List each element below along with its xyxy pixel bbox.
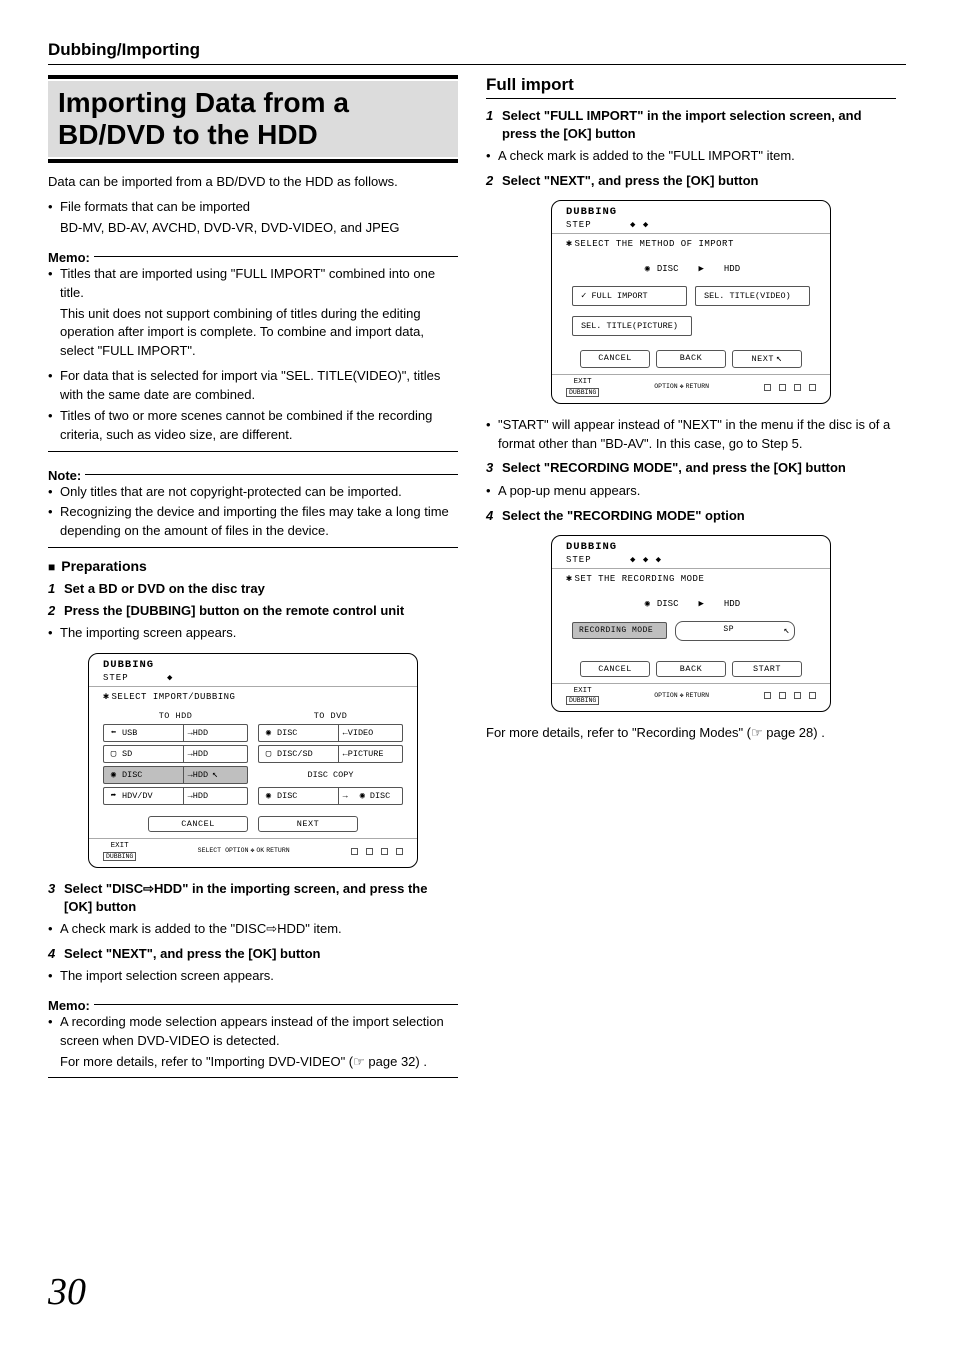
memo2-item: •A recording mode selection appears inst… [48, 1013, 458, 1051]
panel2-full-import[interactable]: ✓ FULL IMPORT [572, 286, 687, 306]
panel2-next-button[interactable]: NEXT↖ [732, 350, 802, 368]
step-3-note: •A check mark is added to the "DISC⇨HDD"… [48, 920, 458, 939]
panel3-back-button[interactable]: BACK [656, 661, 726, 677]
note-close-rule [48, 547, 458, 548]
step-1: 1Set a BD or DVD on the disc tray [48, 580, 458, 598]
panel3-footer: EXIT DUBBING OPTION ✥ RETURN [552, 683, 830, 711]
panel2-back-button[interactable]: BACK [656, 350, 726, 368]
step-2: 2Press the [DUBBING] button on the remot… [48, 602, 458, 620]
step-3: 3Select "DISC⇨HDD" in the importing scre… [48, 880, 458, 916]
panel2-sel-picture[interactable]: SEL. TITLE(PICTURE) [572, 316, 692, 336]
panel1-row-sd[interactable]: ▢SD →HDD [103, 745, 248, 763]
memo2-close-rule [48, 1077, 458, 1078]
r-step-3-note: •A pop-up menu appears. [486, 482, 896, 501]
heading-bar: Importing Data from a BD/DVD to the HDD [48, 75, 458, 163]
panel3-mode-value[interactable]: SP↖ [675, 621, 795, 641]
panel2-step: STEP ◆ ◆ [552, 219, 830, 234]
page-number: 30 [48, 1270, 86, 1314]
panel1-next-button[interactable]: NEXT [258, 816, 358, 832]
panel3-start-button[interactable]: START [732, 661, 802, 677]
main-heading: Importing Data from a BD/DVD to the HDD [48, 81, 458, 157]
memo-close-rule [48, 451, 458, 452]
memo2-item-b: For more details, refer to "Importing DV… [48, 1053, 458, 1072]
panel2-title: DUBBING [552, 201, 830, 219]
panel1-left-head: TO HDD [103, 711, 248, 721]
memo-item-1a: •Titles that are imported using "FULL IM… [48, 265, 458, 303]
panel1-cancel-button[interactable]: CANCEL [148, 816, 248, 832]
panel2-flow: ◉DISC ▶ HDD [566, 264, 816, 274]
r-step-1-note: •A check mark is added to the "FULL IMPO… [486, 147, 896, 166]
memo-item-3: •Titles of two or more scenes cannot be … [48, 407, 458, 445]
r-step-1: 1Select "FULL IMPORT" in the import sele… [486, 107, 896, 143]
section-title: Dubbing/Importing [48, 40, 906, 65]
step-4: 4Select "NEXT", and press the [OK] butto… [48, 945, 458, 963]
panel1-footer: EXIT DUBBING SELECT OPTION ✥ OK RETURN [89, 838, 417, 866]
file-formats-label: •File formats that can be imported [48, 198, 458, 217]
panel2-select-label: ✱SELECT THE METHOD OF IMPORT [552, 234, 830, 254]
panel1-row-disc[interactable]: ◉DISC →HDD↖ [103, 766, 248, 784]
panel3-title: DUBBING [552, 536, 830, 554]
note-item-1: •Only titles that are not copyright-prot… [48, 483, 458, 502]
panel1-row-hdv[interactable]: ➦HDV/DV →HDD [103, 787, 248, 805]
panel2-cancel-button[interactable]: CANCEL [580, 350, 650, 368]
right-column: Full import 1Select "FULL IMPORT" in the… [486, 75, 896, 1088]
import-dubbing-panel: DUBBING STEP ◆ ✱SELECT IMPORT/DUBBING TO… [88, 653, 418, 867]
dpad-icon: ✥ [250, 848, 254, 855]
cursor-icon: ↖ [776, 354, 783, 365]
dpad-icon: ✥ [680, 693, 684, 700]
file-formats: BD-MV, BD-AV, AVCHD, DVD-VR, DVD-VIDEO, … [48, 219, 458, 238]
panel1-select-label: ✱SELECT IMPORT/DUBBING [89, 687, 417, 707]
panel1-row-discsd-pic[interactable]: ▢DISC/SD ←PICTURE [258, 745, 403, 763]
panel1-row-disc-copy: DISC COPY [258, 766, 403, 784]
r-step-2: 2Select "NEXT", and press the [OK] butto… [486, 172, 896, 190]
under-panel2: •"START" will appear instead of "NEXT" i… [486, 416, 896, 454]
panel2-sel-video[interactable]: SEL. TITLE(VIDEO) [695, 286, 810, 306]
panel3-flow: ◉DISC ▶ HDD [566, 599, 816, 609]
panel3-cancel-button[interactable]: CANCEL [580, 661, 650, 677]
memo-item-1b: This unit does not support combining of … [48, 305, 458, 362]
note-item-2: •Recognizing the device and importing th… [48, 503, 458, 541]
left-column: Importing Data from a BD/DVD to the HDD … [48, 75, 458, 1088]
panel1-row-disc-video[interactable]: ◉DISC ←VIDEO [258, 724, 403, 742]
preparations-heading: ■Preparations [48, 558, 458, 574]
memo-header: Memo: [48, 244, 458, 265]
panel3-step: STEP ◆ ◆ ◆ [552, 554, 830, 569]
recording-mode-panel: DUBBING STEP ◆ ◆ ◆ ✱SET THE RECORDING MO… [551, 535, 831, 712]
memo-item-2: •For data that is selected for import vi… [48, 367, 458, 405]
cursor-icon: ↖ [783, 625, 790, 637]
panel1-right-head: TO DVD [258, 711, 403, 721]
panel2-footer: EXIT DUBBING OPTION ✥ RETURN [552, 374, 830, 402]
dpad-icon: ✥ [680, 384, 684, 391]
panel3-select-label: ✱SET THE RECORDING MODE [552, 569, 830, 589]
note-header: Note: [48, 462, 458, 483]
import-method-panel: DUBBING STEP ◆ ◆ ✱SELECT THE METHOD OF I… [551, 200, 831, 403]
under-panel3: For more details, refer to "Recording Mo… [486, 724, 896, 743]
cursor-icon: ↖ [212, 769, 218, 781]
step-4-note: •The import selection screen appears. [48, 967, 458, 986]
intro-text: Data can be imported from a BD/DVD to th… [48, 173, 458, 192]
panel1-row-disc-disc[interactable]: ◉DISC → ◉DISC [258, 787, 403, 805]
r-step-4: 4Select the "RECORDING MODE" option [486, 507, 896, 525]
panel1-title: DUBBING [89, 654, 417, 672]
panel1-step: STEP ◆ [89, 672, 417, 687]
r-step-3: 3Select "RECORDING MODE", and press the … [486, 459, 896, 477]
panel3-mode-label: RECORDING MODE [572, 622, 667, 639]
panel1-row-usb[interactable]: ⬅USB →HDD [103, 724, 248, 742]
full-import-heading: Full import [486, 75, 896, 99]
step-2-note: •The importing screen appears. [48, 624, 458, 643]
memo2-header: Memo: [48, 992, 458, 1013]
